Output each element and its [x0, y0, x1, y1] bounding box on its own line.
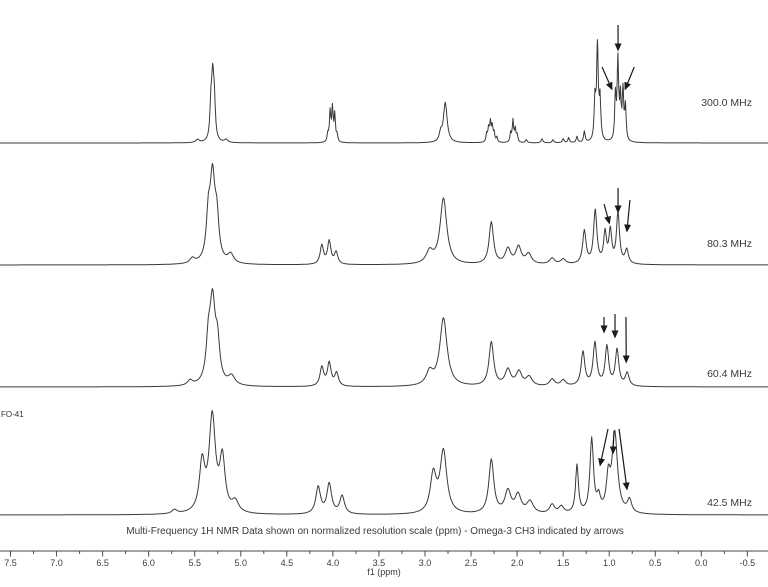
- omega3-arrow: [609, 430, 617, 455]
- axis-tick-label: 7.5: [4, 558, 17, 568]
- axis-tick-label: 6.5: [96, 558, 109, 568]
- omega3-arrow: [603, 203, 611, 225]
- frequency-label: 60.4 MHz: [707, 368, 752, 380]
- axis-tick-label: 0.0: [695, 558, 708, 568]
- frequency-label: 300.0 MHz: [701, 97, 752, 109]
- omega3-arrow: [598, 428, 609, 467]
- spectrum-trace-0: [0, 39, 768, 144]
- omega3-arrow: [601, 66, 613, 91]
- axis-tick-label: 2.5: [465, 558, 478, 568]
- axis-tick-label: 1.0: [603, 558, 616, 568]
- axis-tick-label: 4.0: [327, 558, 340, 568]
- spectrum-trace-3: [0, 410, 768, 516]
- omega3-arrow: [618, 428, 630, 491]
- axis-tick-label: 7.0: [50, 558, 63, 568]
- omega3-arrow: [624, 199, 632, 233]
- axis-tick-label: 0.5: [649, 558, 662, 568]
- axis-tick-label: 3.0: [419, 558, 432, 568]
- axis-tick-label: 5.0: [235, 558, 248, 568]
- spectrum-trace-1: [0, 163, 768, 266]
- frequency-label: 80.3 MHz: [707, 238, 752, 250]
- omega3-arrow: [624, 66, 635, 91]
- axis-tick-label: 3.5: [373, 558, 386, 568]
- axis-tick-label: 2.0: [511, 558, 524, 568]
- axis-tick-label: 5.5: [188, 558, 201, 568]
- figure-caption: Multi-Frequency 1H NMR Data shown on nor…: [126, 526, 624, 537]
- x-axis-title: f1 (ppm): [367, 567, 401, 577]
- axis-tick-label: 1.5: [557, 558, 570, 568]
- frequency-label: 42.5 MHz: [707, 497, 752, 509]
- axis-tick-label: -0.5: [740, 558, 756, 568]
- axis-tick-label: 6.0: [142, 558, 155, 568]
- spectrum-trace-2: [0, 288, 768, 388]
- sample-id-label: FO-41: [1, 410, 24, 419]
- axis-tick-label: 4.5: [281, 558, 294, 568]
